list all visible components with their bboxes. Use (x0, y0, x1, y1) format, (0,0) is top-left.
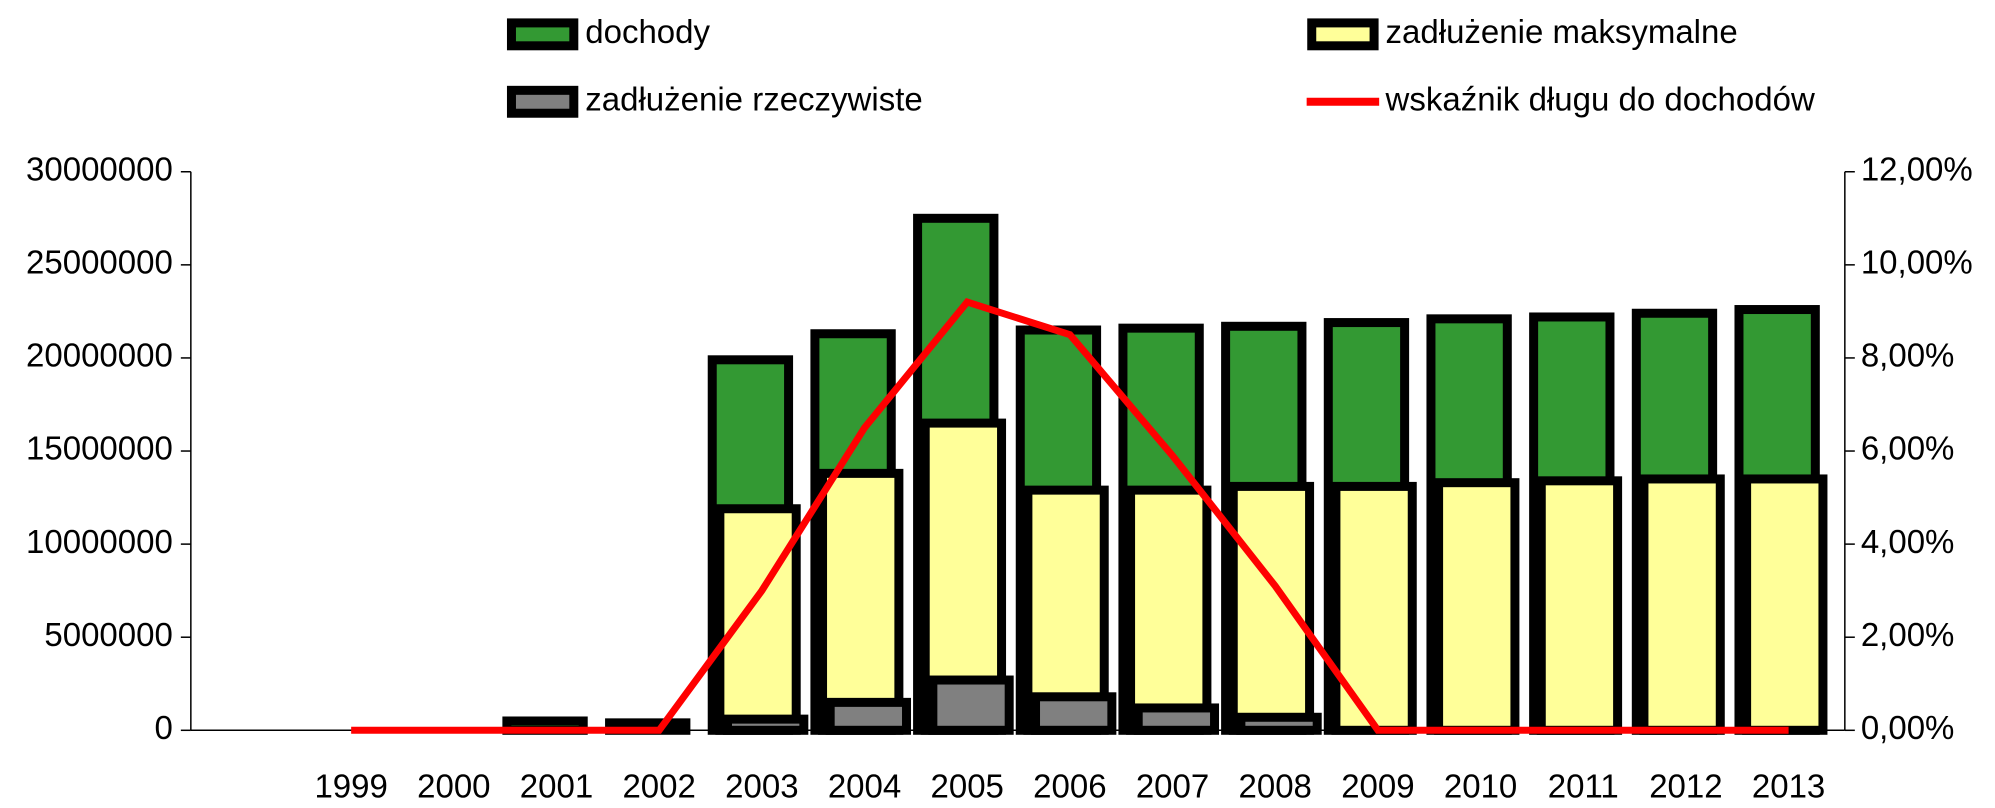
bar (928, 675, 1014, 735)
legend-swatch (506, 85, 579, 118)
x-tick-label: 2012 (1649, 768, 1722, 805)
y2-tick-label: 12,00% (1861, 150, 1973, 187)
y-tick-label: 30000000 (26, 150, 173, 187)
bar (1133, 703, 1220, 735)
y-tick-label: 25000000 (26, 244, 173, 281)
x-tick-label: 2009 (1341, 768, 1414, 805)
legend-swatch (506, 18, 579, 51)
x-tick-label: 1999 (314, 768, 387, 805)
y2-tick-label: 10,00% (1861, 244, 1973, 281)
bar (723, 714, 809, 735)
legend-label: zadłużenie maksymalne (1386, 13, 1738, 50)
y2-tick-label: 4,00% (1861, 523, 1955, 560)
x-tick-label: 2005 (930, 768, 1003, 805)
y2-tick-label: 6,00% (1861, 430, 1955, 467)
x-tick-label: 2013 (1752, 768, 1825, 805)
bar (1236, 712, 1322, 735)
y2-tick-label: 0,00% (1861, 709, 1955, 746)
bar (1536, 476, 1623, 735)
bar (1742, 474, 1828, 735)
y-tick-label: 0 (154, 709, 172, 746)
x-tick-label: 2007 (1136, 768, 1209, 805)
bar (818, 468, 904, 735)
y-tick-label: 10000000 (26, 523, 173, 560)
bar (1228, 481, 1315, 735)
x-tick-label: 2003 (725, 768, 798, 805)
bar (1126, 485, 1212, 735)
x-tick-label: 2011 (1548, 768, 1619, 805)
x-tick-label: 2001 (520, 768, 593, 805)
y-tick-label: 15000000 (26, 430, 173, 467)
bar (715, 504, 801, 735)
bar (1031, 692, 1117, 735)
y-tick-label: 20000000 (26, 337, 173, 374)
y2-tick-label: 8,00% (1861, 337, 1955, 374)
legend-label: wskaźnik długu do dochodów (1385, 81, 1815, 118)
bar (825, 697, 912, 735)
x-tick-label: 2000 (417, 768, 490, 805)
bar (1434, 478, 1520, 735)
bar (1331, 481, 1417, 735)
bar (1639, 474, 1725, 735)
x-tick-label: 2006 (1033, 768, 1106, 805)
x-tick-label: 2010 (1444, 768, 1517, 805)
y2-tick-label: 2,00% (1861, 616, 1955, 653)
y-tick-label: 5000000 (44, 616, 172, 653)
legend-swatch (1307, 18, 1379, 51)
legend-label: dochody (585, 13, 710, 50)
bar (1023, 485, 1109, 735)
x-tick-label: 2004 (828, 768, 901, 805)
x-tick-label: 2002 (622, 768, 695, 805)
legend-label: zadłużenie rzeczywiste (585, 81, 922, 118)
x-tick-label: 2008 (1239, 768, 1312, 805)
line (351, 298, 1789, 734)
